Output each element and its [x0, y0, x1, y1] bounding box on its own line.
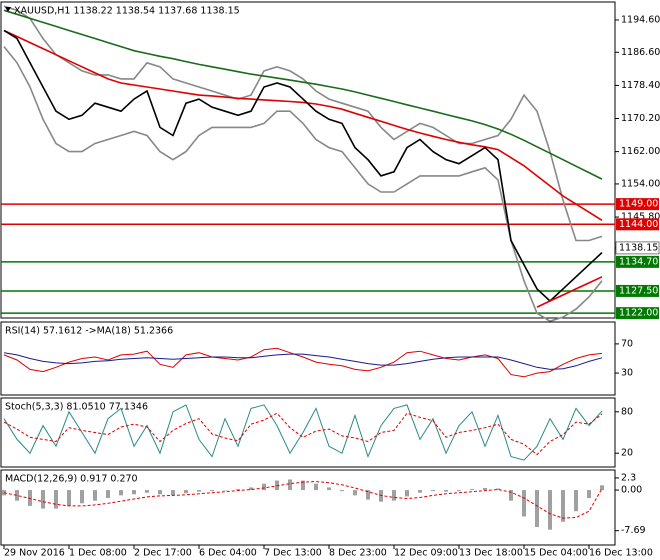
histogram-bar [509, 490, 513, 501]
level-label-box [616, 255, 659, 268]
y-tick-label: 1186.60 [621, 47, 660, 58]
y-tick-label: 70 [621, 338, 633, 349]
x-tick-label: 8 Dec 23:00 [329, 548, 387, 559]
level-label-box [616, 307, 659, 320]
histogram-bar [171, 490, 175, 496]
y-tick-label: 1170.20 [621, 113, 660, 124]
level-label: 1149.00 [619, 199, 658, 210]
y-tick-label: 0.00 [621, 485, 642, 496]
level-label-box [616, 218, 659, 231]
histogram-bar [197, 490, 201, 492]
histogram-bar [67, 490, 71, 506]
panel-title: XAUUSD,H1 1138.22 1138.54 1137.68 1138.1… [14, 6, 240, 17]
histogram-bar [145, 490, 149, 493]
level-label: 1127.50 [619, 285, 658, 296]
histogram-bar [574, 490, 578, 512]
histogram-bar [93, 490, 97, 501]
current-price-label: 1138.15 [619, 242, 658, 253]
panel-title: MACD(12,26,9) 0.917 0.270 [5, 474, 138, 485]
series-line [3, 481, 603, 519]
x-tick-label: 12 Dec 09:00 [394, 548, 458, 559]
histogram-bar [80, 490, 84, 504]
histogram-bar [548, 490, 552, 530]
histogram-bar [119, 490, 123, 496]
histogram-bar [561, 490, 565, 522]
histogram-bar [522, 490, 526, 517]
histogram-bar [366, 490, 370, 500]
x-tick-label: 15 Dec 04:00 [524, 548, 588, 559]
level-label-box [616, 284, 659, 297]
series-line [3, 347, 603, 378]
histogram-bar [444, 490, 448, 492]
y-tick-label: 1162.00 [621, 146, 660, 157]
y-tick-label: 1154.00 [621, 178, 660, 189]
histogram-bar [327, 487, 331, 491]
histogram-bar [210, 490, 214, 492]
histogram-bar [418, 490, 422, 493]
histogram-bar [431, 490, 435, 492]
series-line [3, 352, 603, 370]
histogram-bar [535, 490, 539, 528]
level-label: 1144.00 [619, 219, 658, 230]
level-label: 1122.00 [619, 308, 658, 319]
x-tick-label: 6 Dec 04:00 [199, 548, 257, 559]
title-arrow [5, 7, 11, 12]
histogram-bar [54, 490, 58, 509]
series-line [536, 276, 603, 308]
series-line [3, 29, 603, 221]
histogram-bar [236, 489, 240, 491]
level-label: 1134.70 [619, 256, 658, 267]
histogram-bar [288, 479, 292, 491]
histogram-bar [405, 490, 409, 497]
y-tick-label: 80 [621, 406, 633, 417]
histogram-bar [301, 480, 305, 491]
y-tick-label: 1194.60 [621, 14, 660, 25]
histogram-bar [483, 487, 487, 491]
histogram-bar [249, 487, 253, 491]
histogram-bar [392, 490, 396, 501]
x-tick-label: 13 Dec 18:00 [459, 548, 523, 559]
panel-title: RSI(14) 57.1612 ->MA(18) 51.2366 [5, 326, 173, 337]
histogram-bar [587, 490, 591, 498]
histogram-bar [262, 483, 266, 491]
level-label-box [616, 198, 659, 211]
histogram-bar [470, 489, 474, 491]
y-tick-label: 20 [621, 448, 633, 459]
histogram-bar [106, 490, 110, 498]
panel-title: Stoch(5,3,3) 81.0510 77.1346 [5, 402, 148, 413]
x-tick-label: 29 Nov 2016 [4, 548, 65, 559]
y-tick-label: 30 [621, 368, 633, 379]
x-tick-label: 7 Dec 13:00 [264, 548, 322, 559]
histogram-bar [496, 488, 500, 491]
histogram-bar [132, 490, 136, 495]
panel-frame [0, 321, 616, 396]
histogram-bar [15, 490, 19, 501]
panel-frame [0, 469, 616, 546]
series-line [3, 412, 603, 456]
histogram-bar [353, 490, 357, 496]
x-tick-label: 2 Dec 17:00 [134, 548, 192, 559]
current-price-box [615, 241, 660, 255]
y-tick-label: 1145.80 [621, 212, 660, 223]
series-line [3, 9, 603, 180]
histogram-bar [41, 490, 45, 509]
histogram-bar [340, 490, 344, 492]
y-tick-label: 1178.40 [621, 80, 660, 91]
series-line [3, 46, 603, 323]
histogram-bar [223, 490, 227, 491]
histogram-bar [158, 490, 162, 495]
series-line [3, 29, 603, 303]
histogram-bar [184, 490, 188, 494]
y-tick-label: -7.69 [621, 525, 646, 536]
histogram-bar [457, 490, 461, 492]
y-tick-label: 2.3 [621, 472, 636, 483]
histogram-bar [600, 485, 604, 491]
panel-frame [0, 397, 616, 468]
x-tick-label: 16 Dec 13:00 [589, 548, 653, 559]
x-tick-label: 1 Dec 08:00 [69, 548, 127, 559]
panel-frame [0, 1, 616, 319]
histogram-bar [314, 483, 318, 491]
